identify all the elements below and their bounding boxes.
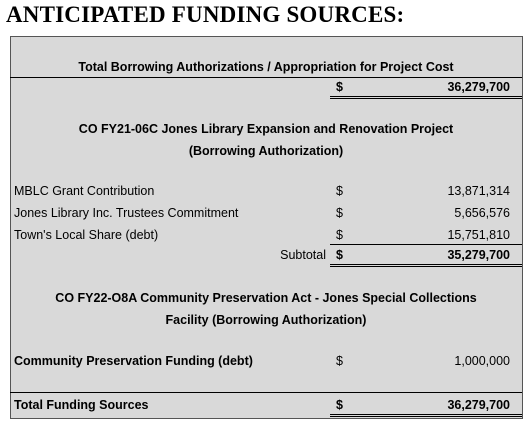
summary-label: Total Borrowing Authorizations / Appropr…: [78, 60, 454, 74]
rule: [330, 244, 522, 245]
currency: $: [336, 354, 343, 368]
currency: $: [336, 184, 343, 198]
currency: $: [336, 248, 343, 262]
page-title: ANTICIPATED FUNDING SOURCES:: [6, 2, 405, 27]
section-heading: CO FY21-06C Jones Library Expansion and …: [78, 122, 454, 136]
item-label: MBLC Grant Contribution: [14, 184, 155, 198]
total-label: Total Funding Sources: [14, 398, 149, 412]
currency: $: [336, 80, 343, 94]
amount: 36,279,700: [447, 398, 510, 412]
currency: $: [336, 398, 343, 412]
amount: 15,751,810: [447, 228, 510, 242]
currency: $: [336, 228, 343, 242]
subtotal-label: Subtotal: [280, 248, 326, 262]
amount: 1,000,000: [454, 354, 510, 368]
rule: [330, 414, 522, 417]
rule: [330, 264, 522, 267]
item-label: Jones Library Inc. Trustees Commitment: [14, 206, 239, 220]
rule: [10, 392, 522, 393]
rule: [10, 77, 522, 78]
section-heading: Facility (Borrowing Authorization): [165, 313, 367, 327]
amount: 5,656,576: [454, 206, 510, 220]
amount: 35,279,700: [447, 248, 510, 262]
item-label: Town's Local Share (debt): [14, 228, 159, 242]
amount: 36,279,700: [447, 80, 510, 94]
section-heading: (Borrowing Authorization): [188, 144, 344, 158]
amount: 13,871,314: [447, 184, 510, 198]
section-heading: CO FY22-O8A Community Preservation Act -…: [55, 291, 477, 305]
item-label: Community Preservation Funding (debt): [14, 354, 253, 368]
currency: $: [336, 206, 343, 220]
rule: [330, 96, 522, 99]
funding-table: [10, 36, 523, 419]
